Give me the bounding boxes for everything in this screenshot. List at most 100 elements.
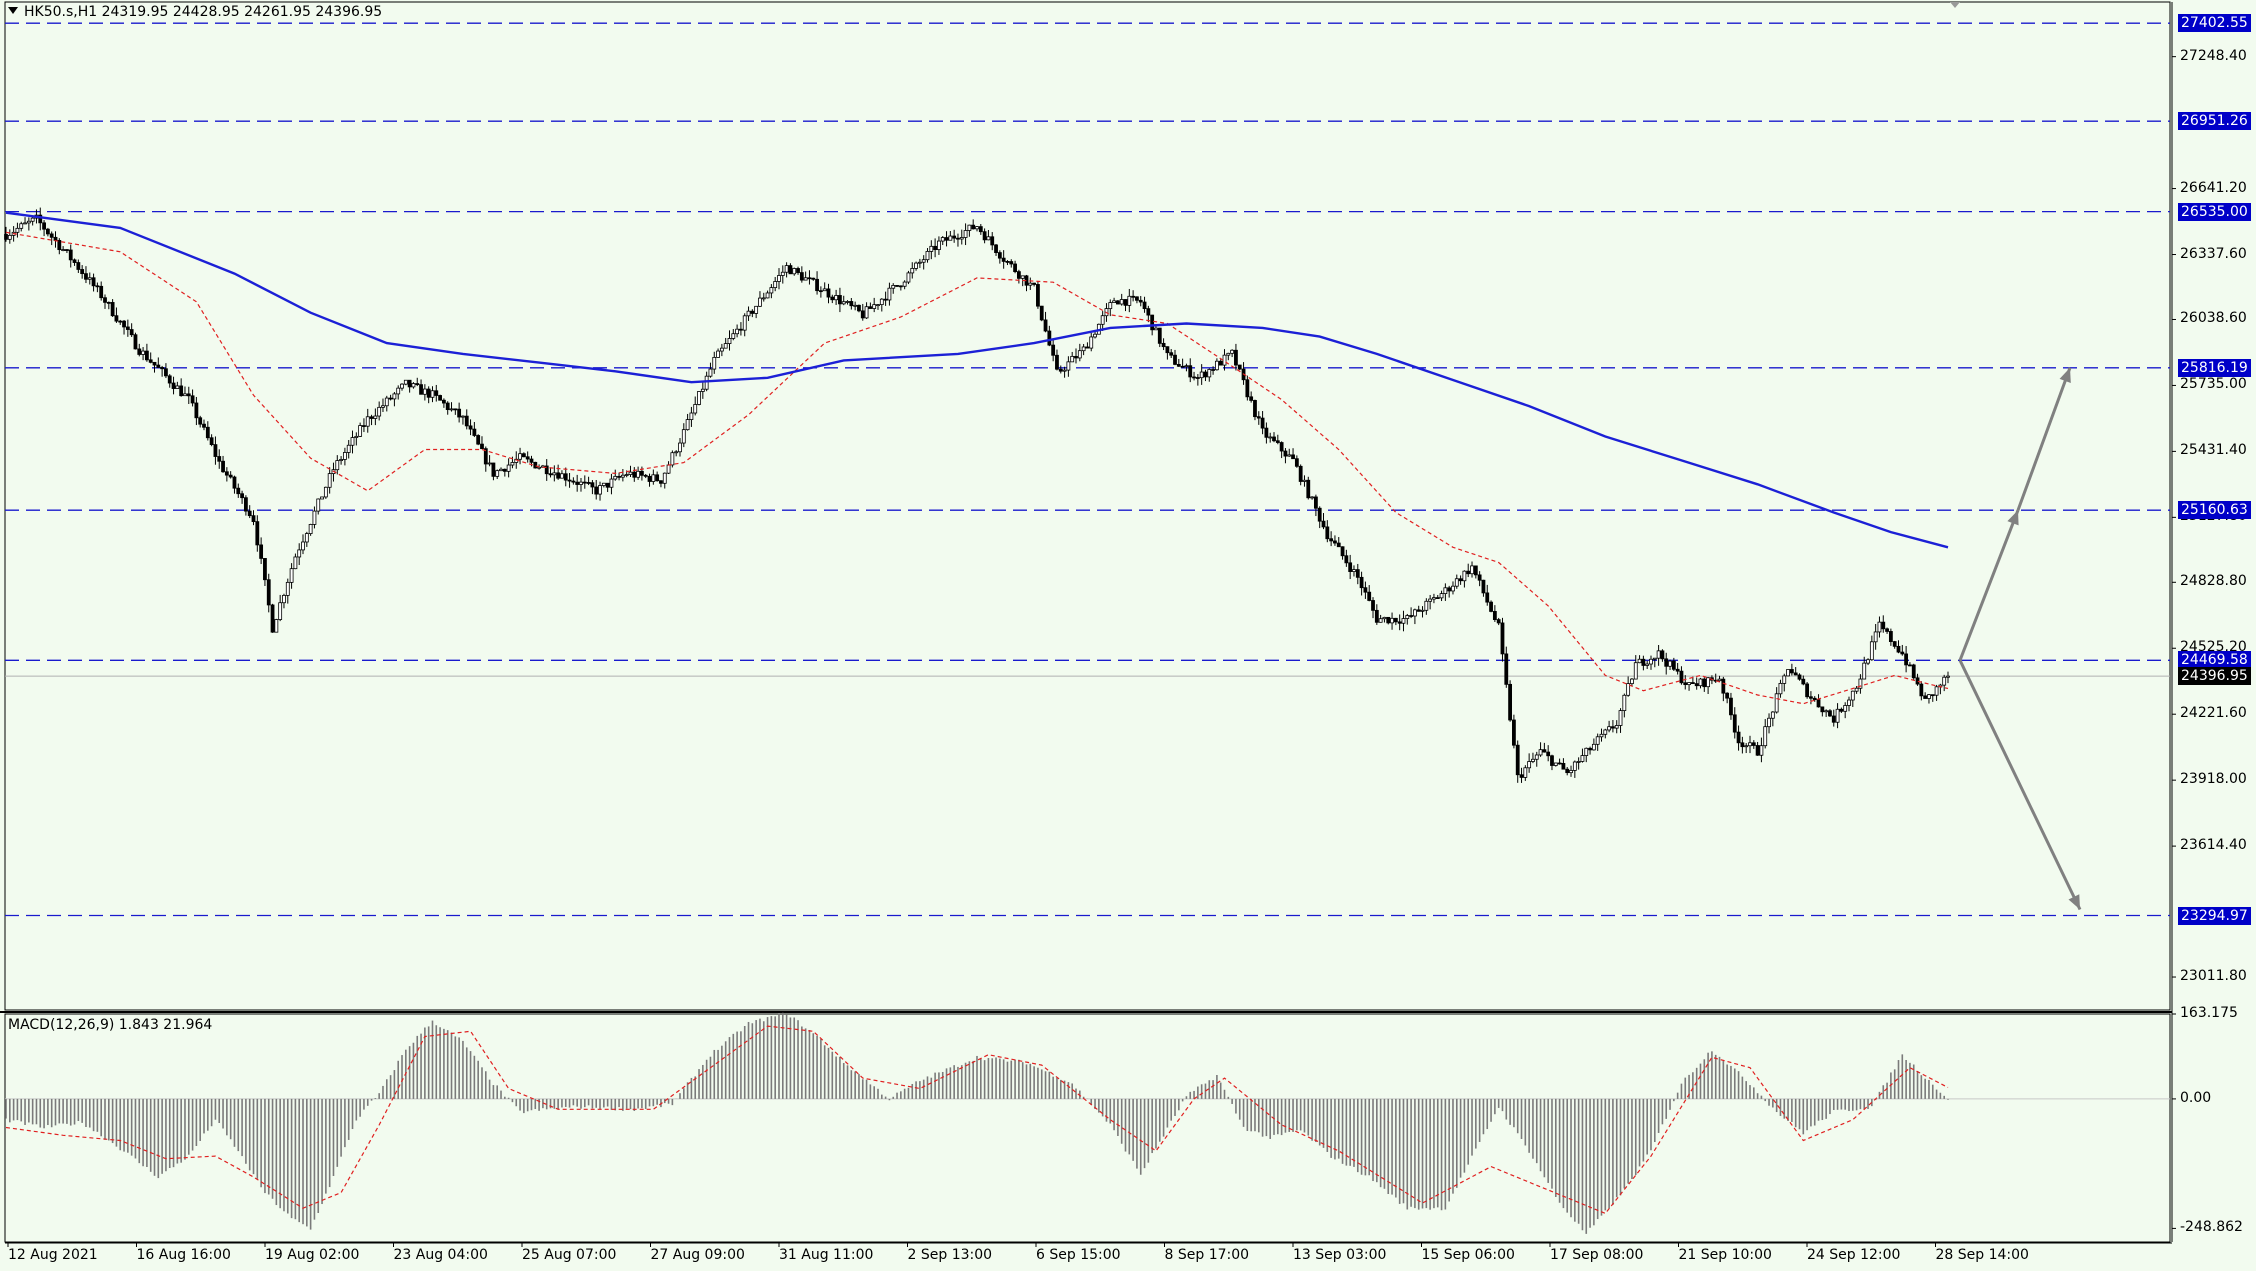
candle-body [556, 472, 561, 479]
candle-body [586, 482, 591, 484]
candle-body [1858, 678, 1863, 689]
collapse-triangle-icon[interactable] [8, 7, 18, 14]
candle-body [1317, 507, 1322, 522]
candle-body [430, 390, 435, 398]
candle-body [438, 395, 442, 401]
candle-body [297, 549, 302, 558]
candle-body [68, 249, 73, 261]
candle-body [396, 387, 401, 395]
candle-body [1393, 617, 1398, 623]
candle-body [761, 297, 766, 300]
candle-body [1256, 416, 1261, 419]
candle-body [1881, 621, 1886, 630]
candle-body [1778, 682, 1783, 695]
candle-body [1812, 697, 1817, 700]
candle-body [1767, 717, 1771, 728]
candle-body [1413, 609, 1417, 617]
candle-body [1873, 631, 1878, 643]
candle-body [1089, 336, 1094, 349]
candle-body [472, 428, 477, 436]
candle-body [1930, 694, 1935, 697]
candle-body [754, 305, 759, 314]
candle-body [1150, 314, 1155, 331]
candle-body [769, 287, 774, 294]
candle-body [91, 277, 96, 287]
candle-body [560, 473, 564, 479]
candle-body [765, 292, 770, 299]
candle-body [1751, 742, 1756, 746]
price-tick-label: 27248.40 [2180, 47, 2247, 64]
candle-body [1363, 587, 1368, 593]
candle-body [95, 285, 100, 288]
candle-body [1789, 669, 1794, 674]
candle-body [49, 233, 54, 238]
candle-body [1801, 678, 1806, 685]
projection-arrow-down[interactable] [1958, 659, 2082, 911]
candle-body [1127, 295, 1132, 306]
candle-body [1759, 745, 1764, 756]
candle-body [1923, 695, 1928, 699]
projection-arrow-up-upper[interactable] [2016, 367, 2072, 511]
candle-body [651, 474, 656, 482]
candle-body [1512, 719, 1516, 746]
candle-body [978, 226, 983, 233]
candle-body [590, 482, 595, 488]
candle-body [518, 453, 522, 460]
candle-body [388, 397, 393, 400]
shift-marker-icon[interactable] [1950, 2, 1960, 8]
candle-body [929, 245, 934, 252]
candle-body [563, 473, 568, 481]
candle-body [99, 285, 104, 299]
candle-body [1664, 658, 1669, 667]
candle-body [506, 464, 511, 472]
candle-body [994, 244, 998, 253]
candle-body [483, 448, 488, 465]
candle-body [1321, 520, 1326, 528]
candle-body [1055, 354, 1059, 370]
candle-body [19, 223, 24, 229]
candle-body [902, 281, 907, 287]
candle-body [1378, 618, 1383, 623]
candle-body [415, 383, 420, 386]
candle-body [544, 465, 549, 475]
candle-body [1599, 733, 1604, 738]
candle-body [1500, 622, 1505, 655]
candle-body [1519, 774, 1524, 778]
candle-body [1565, 768, 1570, 774]
candle-body [84, 273, 88, 280]
time-tick-label: 31 Aug 11:00 [779, 1247, 874, 1263]
macd-tick-label: 0.00 [2180, 1089, 2212, 1106]
level-price-label: 26535.00 [2178, 202, 2251, 221]
candle-body [1237, 364, 1242, 370]
candle-body [815, 278, 819, 292]
candle-body [1009, 261, 1014, 265]
candle-body [1744, 745, 1749, 748]
candle-body [1538, 749, 1543, 756]
candle-body [23, 222, 27, 225]
candle-body [228, 474, 233, 478]
candle-body [243, 497, 248, 512]
candle-body [45, 228, 50, 235]
candle-body [1264, 427, 1269, 438]
time-tick-label: 2 Sep 13:00 [907, 1247, 993, 1263]
candle-body [255, 521, 260, 546]
candle-body [1390, 617, 1394, 624]
candle-body [1679, 670, 1684, 684]
candle-body [906, 272, 911, 283]
candle-body [1424, 600, 1429, 611]
candle-body [628, 471, 633, 475]
candle-body [449, 408, 454, 411]
candle-body [1702, 678, 1707, 688]
candle-body [1287, 454, 1292, 457]
candle-body [914, 262, 918, 269]
candle-body [548, 473, 553, 476]
projection-arrow-up-lower[interactable] [1958, 509, 2020, 661]
candle-body [1310, 496, 1314, 499]
candle-body [1260, 417, 1265, 429]
candle-body [1698, 678, 1703, 687]
candle-body [1207, 369, 1212, 378]
candle-body [26, 220, 31, 224]
candle-body [982, 231, 987, 241]
